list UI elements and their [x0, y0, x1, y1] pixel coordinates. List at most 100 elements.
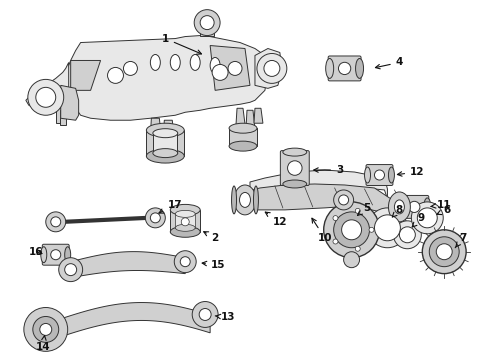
Polygon shape: [249, 170, 386, 199]
Ellipse shape: [387, 167, 394, 183]
Ellipse shape: [228, 123, 256, 133]
Text: 3: 3: [313, 165, 343, 175]
Circle shape: [338, 62, 350, 75]
Ellipse shape: [397, 198, 404, 216]
Circle shape: [354, 246, 360, 251]
Circle shape: [181, 218, 189, 226]
Text: 4: 4: [375, 58, 402, 69]
Ellipse shape: [228, 141, 256, 151]
Text: 8: 8: [391, 205, 402, 217]
Circle shape: [200, 15, 214, 30]
Circle shape: [435, 244, 451, 260]
FancyBboxPatch shape: [327, 56, 360, 81]
Polygon shape: [210, 45, 249, 90]
Polygon shape: [245, 110, 254, 128]
Text: 12: 12: [397, 167, 424, 177]
Circle shape: [145, 208, 165, 228]
Polygon shape: [56, 302, 210, 338]
Circle shape: [212, 64, 227, 80]
Circle shape: [264, 60, 279, 76]
Circle shape: [46, 212, 65, 232]
Ellipse shape: [41, 247, 47, 263]
Polygon shape: [228, 128, 256, 146]
FancyBboxPatch shape: [366, 165, 392, 185]
Circle shape: [332, 239, 337, 244]
Polygon shape: [254, 49, 281, 88]
Ellipse shape: [282, 180, 306, 188]
Polygon shape: [150, 118, 161, 136]
Ellipse shape: [153, 149, 178, 158]
Ellipse shape: [170, 226, 200, 237]
Text: 6: 6: [436, 205, 450, 215]
Circle shape: [59, 258, 82, 282]
Polygon shape: [71, 252, 185, 278]
Ellipse shape: [364, 167, 370, 183]
Circle shape: [36, 87, 56, 107]
Text: 10: 10: [311, 218, 331, 243]
Circle shape: [33, 316, 59, 342]
Ellipse shape: [394, 200, 404, 214]
Circle shape: [333, 190, 353, 210]
Ellipse shape: [175, 210, 195, 217]
Ellipse shape: [387, 192, 409, 222]
Circle shape: [51, 250, 61, 260]
Polygon shape: [236, 108, 244, 124]
Ellipse shape: [239, 193, 250, 207]
Ellipse shape: [146, 123, 184, 137]
Circle shape: [256, 54, 286, 84]
Text: 2: 2: [203, 232, 218, 243]
Circle shape: [199, 309, 211, 320]
Ellipse shape: [175, 224, 195, 231]
Circle shape: [107, 67, 123, 84]
Ellipse shape: [282, 148, 306, 156]
Circle shape: [323, 202, 379, 258]
Polygon shape: [332, 204, 363, 257]
Circle shape: [338, 195, 348, 205]
Ellipse shape: [146, 149, 184, 163]
Circle shape: [399, 227, 414, 243]
Circle shape: [123, 62, 137, 75]
Ellipse shape: [150, 54, 160, 71]
Circle shape: [374, 215, 400, 241]
Circle shape: [367, 208, 407, 248]
FancyBboxPatch shape: [399, 195, 428, 219]
Circle shape: [408, 201, 419, 212]
Circle shape: [354, 208, 360, 213]
Text: 7: 7: [454, 233, 466, 248]
Circle shape: [428, 237, 458, 267]
Polygon shape: [253, 108, 263, 123]
FancyBboxPatch shape: [42, 244, 69, 265]
Polygon shape: [244, 184, 399, 215]
Ellipse shape: [253, 186, 258, 214]
Circle shape: [192, 302, 218, 328]
Circle shape: [343, 252, 359, 268]
Circle shape: [51, 217, 61, 227]
Circle shape: [341, 220, 361, 240]
Ellipse shape: [423, 198, 430, 216]
Polygon shape: [175, 214, 195, 228]
Ellipse shape: [355, 58, 363, 78]
Circle shape: [374, 170, 384, 180]
Circle shape: [287, 161, 302, 175]
Text: 1: 1: [162, 33, 201, 54]
Circle shape: [28, 80, 63, 115]
Polygon shape: [60, 110, 65, 125]
Circle shape: [150, 213, 160, 223]
Text: 15: 15: [202, 260, 225, 270]
Circle shape: [368, 227, 373, 232]
Ellipse shape: [231, 186, 236, 214]
Ellipse shape: [153, 129, 178, 138]
FancyBboxPatch shape: [280, 150, 308, 185]
Polygon shape: [153, 133, 177, 153]
Ellipse shape: [210, 58, 220, 73]
Circle shape: [227, 62, 242, 75]
Circle shape: [332, 216, 337, 221]
Circle shape: [24, 307, 67, 351]
Ellipse shape: [234, 185, 255, 215]
Polygon shape: [61, 36, 267, 120]
Polygon shape: [26, 62, 68, 108]
Circle shape: [416, 208, 436, 228]
Polygon shape: [61, 85, 79, 120]
Ellipse shape: [64, 247, 71, 263]
Circle shape: [422, 230, 465, 274]
